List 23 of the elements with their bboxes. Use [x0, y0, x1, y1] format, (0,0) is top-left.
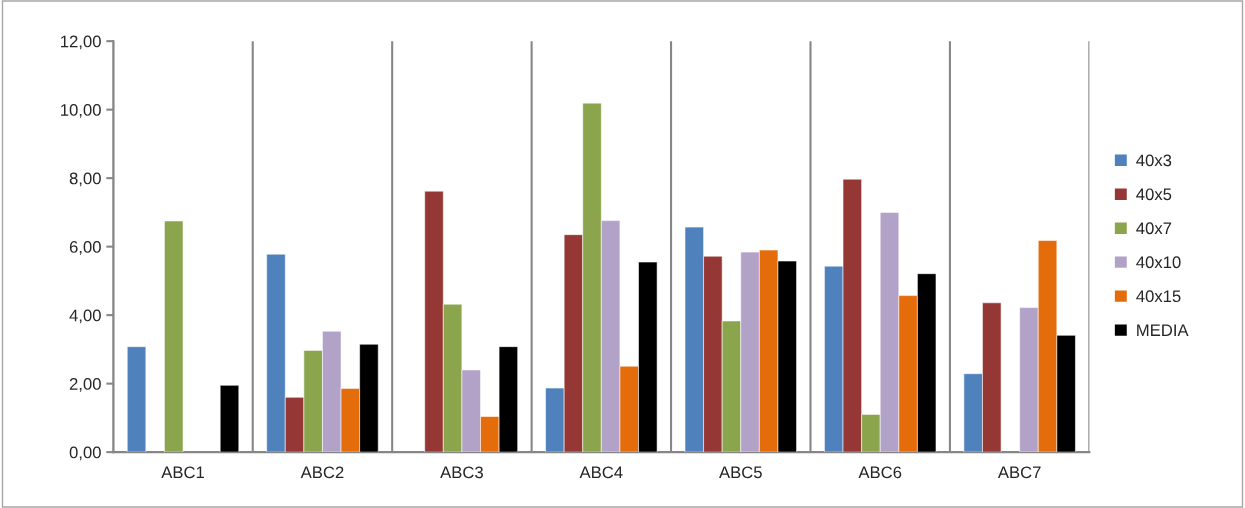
y-tick-label: 12,00 — [61, 35, 101, 50]
x-tick-label: ABC2 — [300, 466, 344, 479]
bar — [164, 220, 184, 453]
y-tick-label: 10,00 — [61, 104, 101, 118]
x-tick-label: ABC4 — [579, 466, 623, 479]
x-tick-label: ABC1 — [161, 466, 204, 479]
x-tick-label: ABC5 — [719, 466, 762, 479]
y-tick-label: 0,00 — [69, 446, 101, 461]
y-tick-label: 2,00 — [69, 378, 101, 392]
y-tick-label: 4,00 — [69, 309, 101, 324]
legend-label: 40x15 — [1136, 290, 1181, 303]
legend-label: MEDIA — [1137, 324, 1189, 336]
bar — [219, 385, 240, 453]
bar — [126, 346, 147, 453]
x-tick-label: ABC3 — [440, 466, 483, 479]
y-tick-label: 8,00 — [69, 172, 101, 187]
x-tick-label: ABC6 — [858, 466, 902, 479]
legend-label: 40x10 — [1136, 256, 1181, 269]
y-tick-label: 6,00 — [69, 241, 101, 255]
legend-label: 40x3 — [1136, 154, 1172, 167]
legend-label: 40x7 — [1136, 222, 1172, 235]
x-tick-label: ABC7 — [997, 466, 1041, 479]
legend-label: 40x5 — [1136, 188, 1172, 201]
